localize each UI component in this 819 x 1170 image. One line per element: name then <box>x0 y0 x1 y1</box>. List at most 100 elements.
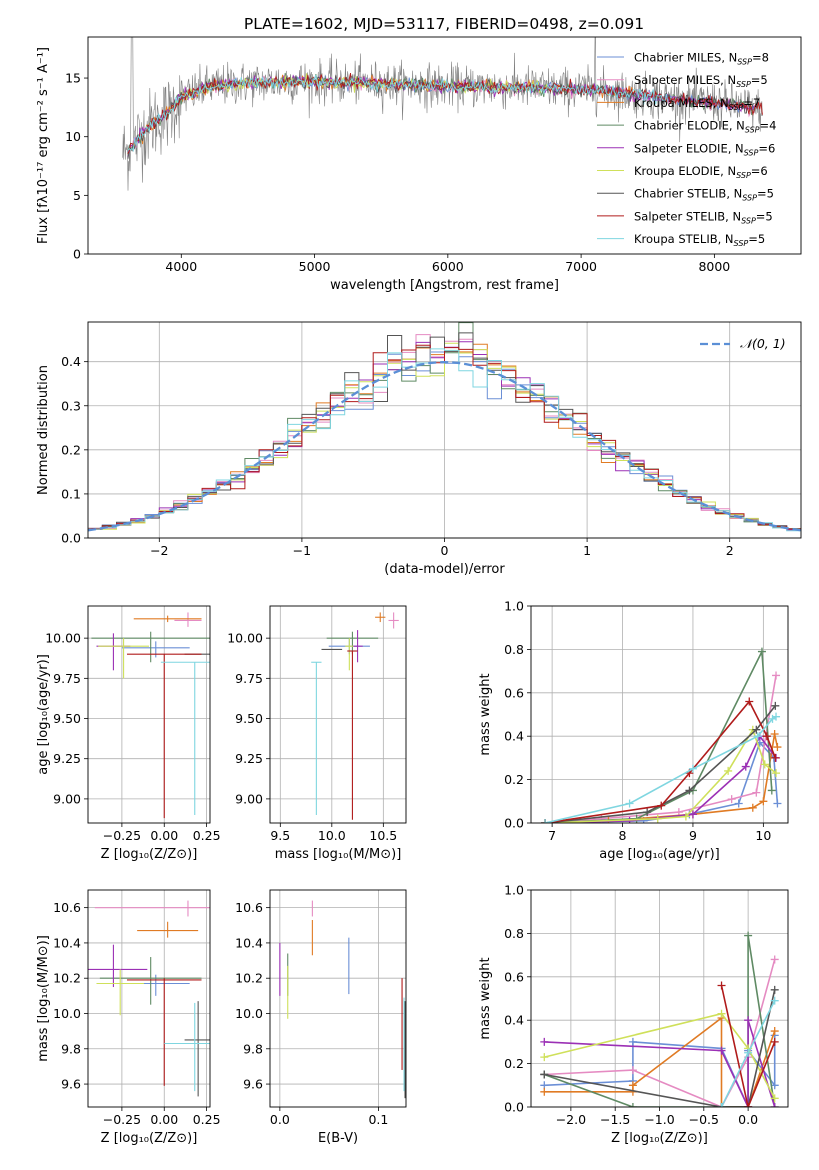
weight-marker <box>771 701 780 710</box>
y-tick-label: 0.0 <box>61 531 81 546</box>
plot-area <box>541 647 782 823</box>
axes-frame <box>530 605 789 824</box>
x-tick-label: 6000 <box>432 259 464 274</box>
panel-mass-weight-vs-age: 7 8 9 10 0.0 0.2 0.4 0.6 0.8 1.0 age [log₁₀(age/yr… <box>478 599 789 862</box>
weight-marker <box>741 762 750 771</box>
error-point <box>99 957 202 1005</box>
weight-marker <box>625 799 634 808</box>
error-point <box>88 944 148 988</box>
weight-marker <box>540 1053 549 1062</box>
weight-line <box>545 734 777 823</box>
error-point <box>91 631 210 663</box>
weight-line <box>544 935 776 1107</box>
weight-marker <box>770 1094 779 1103</box>
x-tick-label: 0 <box>441 543 449 558</box>
y-tick-label: 0.0 <box>504 1100 524 1115</box>
y-tick-label: 10.0 <box>53 1006 81 1021</box>
x-tick-label: 9 <box>689 828 697 843</box>
axes-frame <box>87 889 211 1108</box>
panel-mass-vs-ebv: 0.0 0.1 9.6 9.8 10.0 10.2 10.4 10.6 E(B-V) <box>235 889 407 1146</box>
y-tick-label: 9.00 <box>53 791 81 806</box>
y-tick-label: 9.75 <box>235 671 263 686</box>
weight-marker <box>770 1103 779 1107</box>
model-spectrum-line <box>127 74 669 153</box>
x-tick-label: 5000 <box>299 259 331 274</box>
weight-line <box>545 741 779 823</box>
y-tick-label: 0.4 <box>504 1013 524 1028</box>
weight-series <box>541 671 781 823</box>
weight-marker <box>734 799 743 808</box>
weight-marker <box>773 799 782 808</box>
weight-marker <box>770 730 779 739</box>
weight-series <box>541 712 781 823</box>
x-tick-label: −2.0 <box>556 1112 586 1127</box>
x-tick-label: −1.0 <box>644 1112 674 1127</box>
y-tick-label: 0.6 <box>504 969 524 984</box>
x-tick-label: 10.0 <box>318 828 346 843</box>
x-tick-label: 8 <box>619 828 627 843</box>
x-tick-label: 0.00 <box>150 828 178 843</box>
y-tick-label: 10.0 <box>235 1006 263 1021</box>
normal-reference-curve <box>88 360 801 532</box>
plot-area <box>88 900 210 1097</box>
weight-marker <box>688 810 697 819</box>
x-axis-label: age [log₁₀(age/yr)] <box>599 847 720 862</box>
weight-line <box>544 959 776 1107</box>
x-tick-label: 0.0 <box>270 1112 290 1127</box>
legend: 𝒩(0, 1) <box>700 336 786 351</box>
weight-marker <box>744 931 753 940</box>
axes-frame <box>269 889 407 1108</box>
y-tick-label: 10.2 <box>53 971 81 986</box>
y-tick-label: 15 <box>65 71 81 86</box>
weight-marker <box>773 743 782 752</box>
x-tick-label: −0.25 <box>103 1112 141 1127</box>
y-tick-label: 9.50 <box>235 711 263 726</box>
weight-marker <box>688 764 697 773</box>
weight-marker <box>770 985 779 994</box>
weight-marker <box>628 1066 637 1075</box>
panel-residuals: −2 −1 0 1 2 0.0 0.1 0.2 0.3 0.4 (data-model)/error… <box>36 321 802 577</box>
x-axis-label: wavelength [Angstrom, rest frame] <box>330 278 559 293</box>
error-point <box>94 900 210 917</box>
y-tick-label: 0.1 <box>61 486 81 501</box>
error-point <box>126 978 202 1086</box>
weight-line <box>544 700 777 823</box>
weight-series <box>717 996 779 1107</box>
figure-title: PLATE=1602, MJD=53117, FIBERID=0498, z=0… <box>244 15 644 33</box>
y-tick-label: 0.8 <box>504 642 524 657</box>
weight-marker <box>643 808 652 817</box>
error-point <box>164 1002 210 1092</box>
y-tick-label: 10.4 <box>235 935 263 950</box>
plot-area <box>88 322 801 532</box>
weight-series <box>717 981 779 1107</box>
weight-marker <box>744 1048 753 1057</box>
error-point <box>347 650 358 820</box>
x-tick-label: 10.5 <box>369 828 397 843</box>
y-axis-label: mass weight <box>478 957 493 1039</box>
weight-marker <box>685 786 694 795</box>
weight-line <box>544 989 776 1107</box>
legend-label: Kroupa ELODIE, NSSP=6 <box>634 164 768 180</box>
weight-marker <box>745 697 754 706</box>
panel-age-vs-mass: 9.5 10.0 10.5 9.00 9.25 9.50 9.75 10.00 mass [lo… <box>227 605 407 862</box>
y-tick-label: 10.4 <box>53 935 81 950</box>
weight-marker <box>681 812 690 821</box>
error-point <box>184 1001 210 1097</box>
x-tick-label: 8000 <box>698 259 730 274</box>
y-axis-label: mass [log₁₀(M/M⊙)] <box>36 935 51 1062</box>
plot-area <box>91 612 210 819</box>
y-axis-label: Flux [fλ10⁻¹⁷ erg cm⁻² s⁻¹ A⁻¹] <box>36 47 51 244</box>
axes-frame <box>87 321 802 539</box>
y-tick-label: 1.0 <box>504 599 524 614</box>
weight-marker <box>752 788 761 797</box>
x-tick-label: −2 <box>150 543 168 558</box>
error-point <box>137 921 199 938</box>
y-tick-label: 0.3 <box>61 398 81 413</box>
y-tick-label: 9.8 <box>243 1041 263 1056</box>
x-tick-label: 2 <box>726 543 734 558</box>
y-tick-label: 9.00 <box>235 791 263 806</box>
y-tick-label: 0.4 <box>504 729 524 744</box>
weight-marker <box>625 816 634 823</box>
weight-line <box>544 1019 776 1107</box>
y-tick-label: 0.8 <box>504 926 524 941</box>
